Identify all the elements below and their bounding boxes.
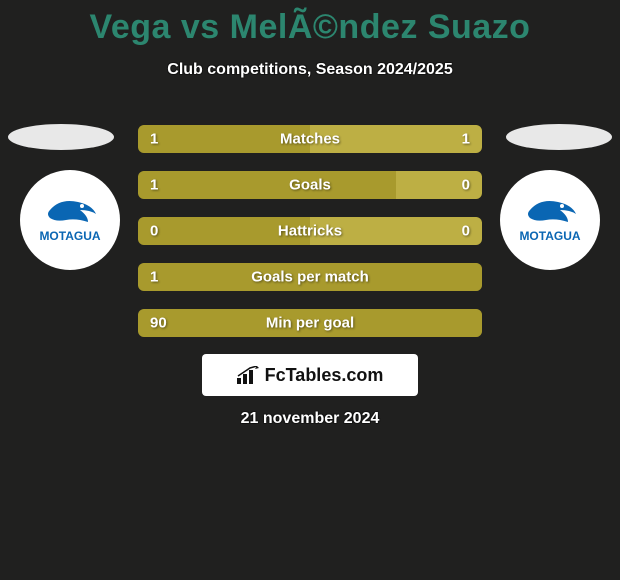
comparison-bars: 11Matches 10Goals 00Hattricks 1Goals per ma… [138, 125, 482, 355]
page-title: Vega vs MelÃ©ndez Suazo [0, 0, 620, 47]
stat-bar: 90Min per goal [138, 309, 482, 337]
stat-label: Hattricks [138, 223, 482, 240]
bar-chart-icon [237, 366, 259, 384]
footer-date: 21 november 2024 [0, 410, 620, 428]
player-head-right [506, 124, 612, 150]
stat-bar: 10Goals [138, 171, 482, 199]
stat-bar: 11Matches [138, 125, 482, 153]
club-name-right: MOTAGUA [519, 229, 580, 243]
club-name-left: MOTAGUA [39, 229, 100, 243]
stat-label: Goals per match [138, 269, 482, 286]
page-subtitle: Club competitions, Season 2024/2025 [0, 61, 620, 79]
stat-label: Matches [138, 131, 482, 148]
stat-label: Goals [138, 177, 482, 194]
stat-label: Min per goal [138, 315, 482, 332]
club-badge-left: MOTAGUA [20, 170, 120, 270]
motagua-logo-icon: MOTAGUA [30, 180, 110, 260]
club-badge-right: MOTAGUA [500, 170, 600, 270]
stat-bar: 00Hattricks [138, 217, 482, 245]
brand-footer: FcTables.com [202, 354, 418, 396]
player-head-left [8, 124, 114, 150]
stat-bar: 1Goals per match [138, 263, 482, 291]
motagua-logo-icon: MOTAGUA [510, 180, 590, 260]
brand-text: FcTables.com [265, 365, 384, 386]
